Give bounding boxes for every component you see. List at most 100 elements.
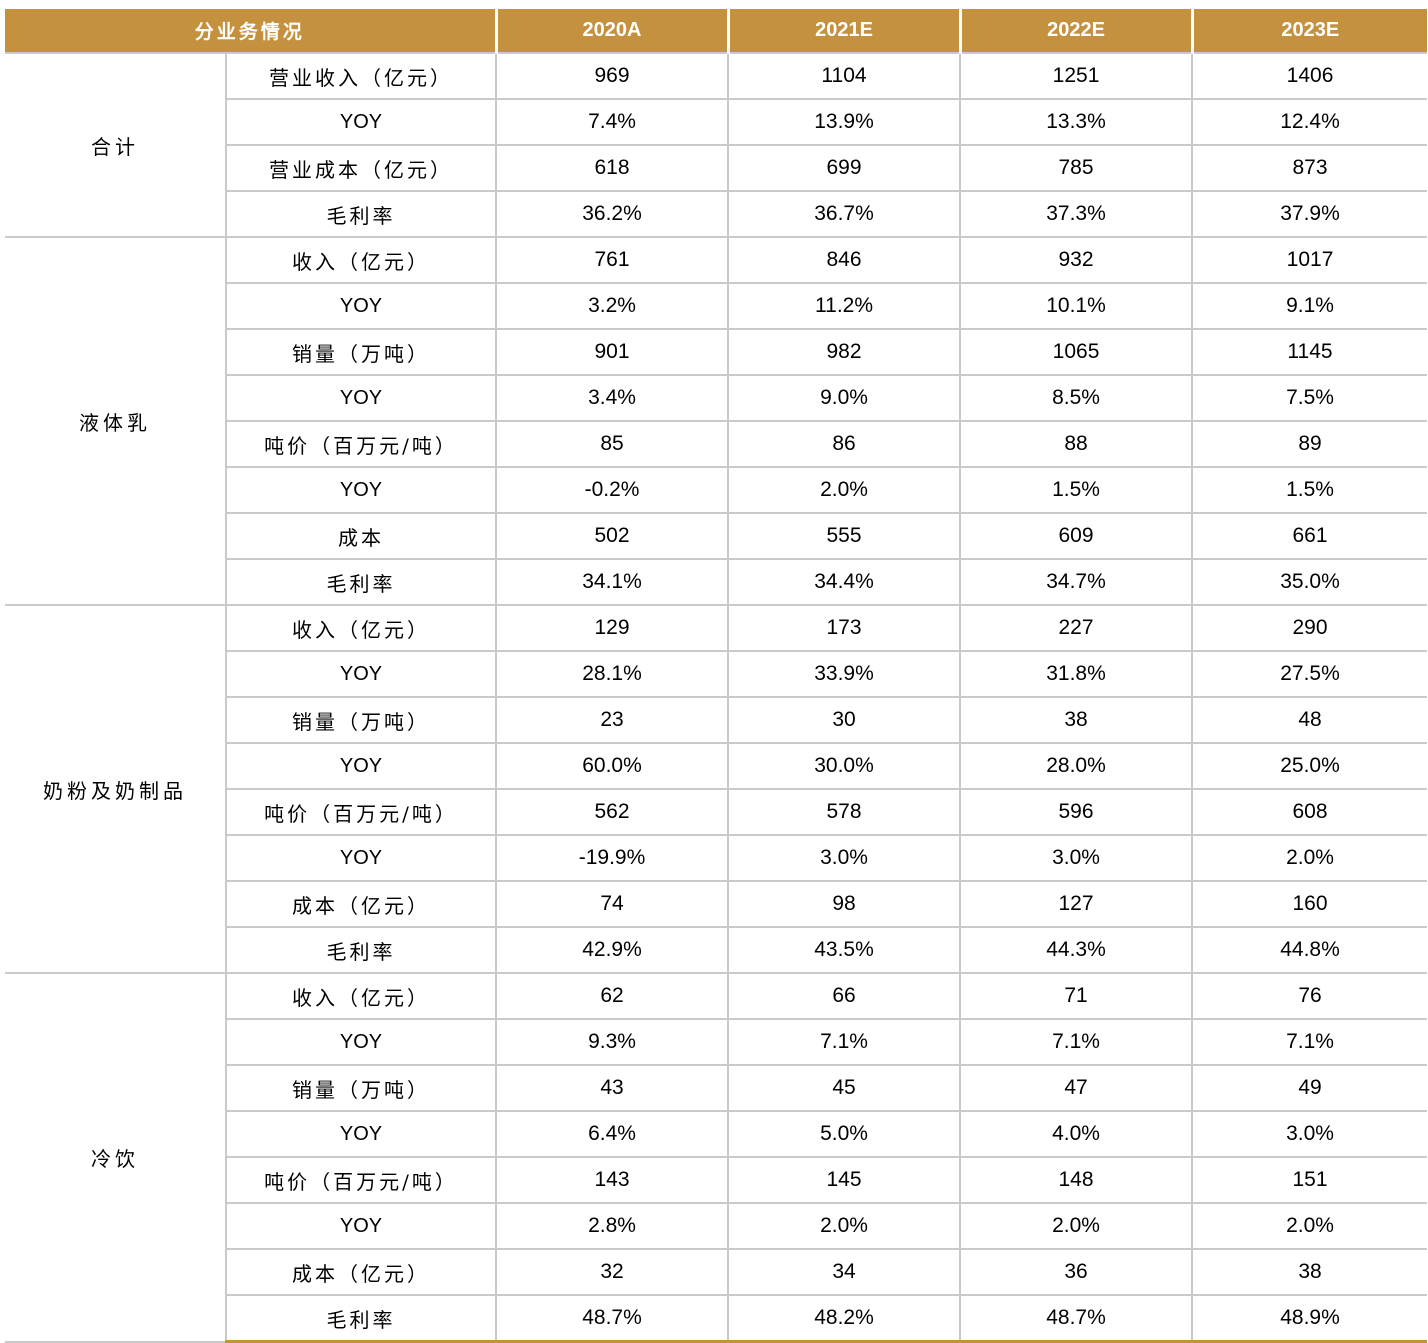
- metric-label: 收入（亿元）: [224, 236, 498, 284]
- value-cell: 982: [727, 328, 962, 376]
- value-cell: 76: [1191, 972, 1428, 1020]
- value-cell: 1065: [959, 328, 1194, 376]
- metric-label: 营业成本（亿元）: [224, 144, 498, 192]
- value-cell: 48: [1191, 696, 1428, 744]
- value-cell: 127: [959, 880, 1194, 928]
- value-cell: 1.5%: [1191, 466, 1428, 514]
- value-cell: 1406: [1191, 52, 1428, 100]
- value-cell: 9.3%: [495, 1018, 730, 1066]
- value-cell: 3.2%: [495, 282, 730, 330]
- value-cell: 13.3%: [959, 98, 1194, 146]
- metric-label: 毛利率: [224, 926, 498, 974]
- metric-label: YOY: [224, 1110, 498, 1158]
- table-row: YOY 2.8% 2.0% 2.0% 2.0%: [5, 1202, 1428, 1250]
- value-cell: 3.4%: [495, 374, 730, 422]
- metric-label: 成本（亿元）: [224, 880, 498, 928]
- value-cell: 74: [495, 880, 730, 928]
- value-cell: -0.2%: [495, 466, 730, 514]
- value-cell: 596: [959, 788, 1194, 836]
- value-cell: 38: [1191, 1248, 1428, 1296]
- table-body: 合计 营业收入（亿元） 969 1104 1251 1406 YOY 7.4% 13.9% 13.…: [5, 52, 1428, 1343]
- metric-label: YOY: [224, 1018, 498, 1066]
- table-row: 销量（万吨） 43 45 47 49: [5, 1064, 1428, 1112]
- value-cell: 932: [959, 236, 1194, 284]
- value-cell: 1.5%: [959, 466, 1194, 514]
- metric-label: 营业收入（亿元）: [224, 52, 498, 100]
- table-row: 成本（亿元） 32 34 36 38: [5, 1248, 1428, 1296]
- header-row: 分业务情况 2020A 2021E 2022E 2023E: [5, 9, 1428, 54]
- metric-label: 吨价（百万元/吨）: [224, 420, 498, 468]
- value-cell: 11.2%: [727, 282, 962, 330]
- value-cell: 7.1%: [1191, 1018, 1428, 1066]
- metric-label: 收入（亿元）: [224, 972, 498, 1020]
- table-row: YOY 6.4% 5.0% 4.0% 3.0%: [5, 1110, 1428, 1158]
- value-cell: 28.1%: [495, 650, 730, 698]
- metric-label: 吨价（百万元/吨）: [224, 1156, 498, 1204]
- value-cell: 969: [495, 52, 730, 100]
- value-cell: 2.0%: [959, 1202, 1194, 1250]
- value-cell: 27.5%: [1191, 650, 1428, 698]
- value-cell: 699: [727, 144, 962, 192]
- value-cell: 25.0%: [1191, 742, 1428, 790]
- metric-label: 销量（万吨）: [224, 696, 498, 744]
- value-cell: 88: [959, 420, 1194, 468]
- value-cell: 7.1%: [959, 1018, 1194, 1066]
- value-cell: 44.8%: [1191, 926, 1428, 974]
- table-row: YOY 3.4% 9.0% 8.5% 7.5%: [5, 374, 1428, 422]
- header-business-label: 分业务情况: [5, 9, 498, 54]
- value-cell: 290: [1191, 604, 1428, 652]
- table-row: 成本 502 555 609 661: [5, 512, 1428, 560]
- value-cell: 1017: [1191, 236, 1428, 284]
- value-cell: 62: [495, 972, 730, 1020]
- table-row: 奶粉及奶制品 收入（亿元） 129 173 227 290: [5, 604, 1428, 974]
- value-cell: 761: [495, 236, 730, 284]
- value-cell: 2.0%: [1191, 1202, 1428, 1250]
- value-cell: 2.0%: [727, 1202, 962, 1250]
- value-cell: 47: [959, 1064, 1194, 1112]
- value-cell: 5.0%: [727, 1110, 962, 1158]
- value-cell: 873: [1191, 144, 1428, 192]
- value-cell: 227: [959, 604, 1194, 652]
- value-cell: 48.9%: [1191, 1294, 1428, 1343]
- segment-name: 合计: [5, 52, 227, 238]
- table-row: YOY 3.2% 11.2% 10.1% 9.1%: [5, 282, 1428, 330]
- table-row: YOY -0.2% 2.0% 1.5% 1.5%: [5, 466, 1428, 514]
- metric-label: YOY: [224, 282, 498, 330]
- table-row: YOY -19.9% 3.0% 3.0% 2.0%: [5, 834, 1428, 882]
- value-cell: 608: [1191, 788, 1428, 836]
- value-cell: 86: [727, 420, 962, 468]
- metric-label: 吨价（百万元/吨）: [224, 788, 498, 836]
- value-cell: 4.0%: [959, 1110, 1194, 1158]
- value-cell: 89: [1191, 420, 1428, 468]
- value-cell: 36.2%: [495, 190, 730, 238]
- value-cell: 49: [1191, 1064, 1428, 1112]
- value-cell: 9.0%: [727, 374, 962, 422]
- value-cell: 2.0%: [727, 466, 962, 514]
- value-cell: 13.9%: [727, 98, 962, 146]
- value-cell: 48.7%: [495, 1294, 730, 1343]
- metric-label: 成本: [224, 512, 498, 560]
- metric-label: 收入（亿元）: [224, 604, 498, 652]
- value-cell: 8.5%: [959, 374, 1194, 422]
- metric-label: YOY: [224, 98, 498, 146]
- metric-label: 销量（万吨）: [224, 1064, 498, 1112]
- value-cell: 785: [959, 144, 1194, 192]
- value-cell: 502: [495, 512, 730, 560]
- value-cell: 33.9%: [727, 650, 962, 698]
- header-year-2022: 2022E: [960, 9, 1194, 54]
- value-cell: 3.0%: [727, 834, 962, 882]
- table-row: 销量（万吨） 901 982 1065 1145: [5, 328, 1428, 376]
- segment-name: 奶粉及奶制品: [5, 604, 227, 974]
- value-cell: 36: [959, 1248, 1194, 1296]
- value-cell: 42.9%: [495, 926, 730, 974]
- value-cell: 7.4%: [495, 98, 730, 146]
- table-row: 合计 营业收入（亿元） 969 1104 1251 1406: [5, 52, 1428, 238]
- value-cell: 30: [727, 696, 962, 744]
- table-row: YOY 7.4% 13.9% 13.3% 12.4%: [5, 98, 1428, 146]
- metric-label: YOY: [224, 466, 498, 514]
- segment-name: 液体乳: [5, 236, 227, 606]
- table-row: 液体乳 收入（亿元） 761 846 932 1017: [5, 236, 1428, 606]
- value-cell: 578: [727, 788, 962, 836]
- value-cell: 129: [495, 604, 730, 652]
- table-row: 吨价（百万元/吨） 143 145 148 151: [5, 1156, 1428, 1204]
